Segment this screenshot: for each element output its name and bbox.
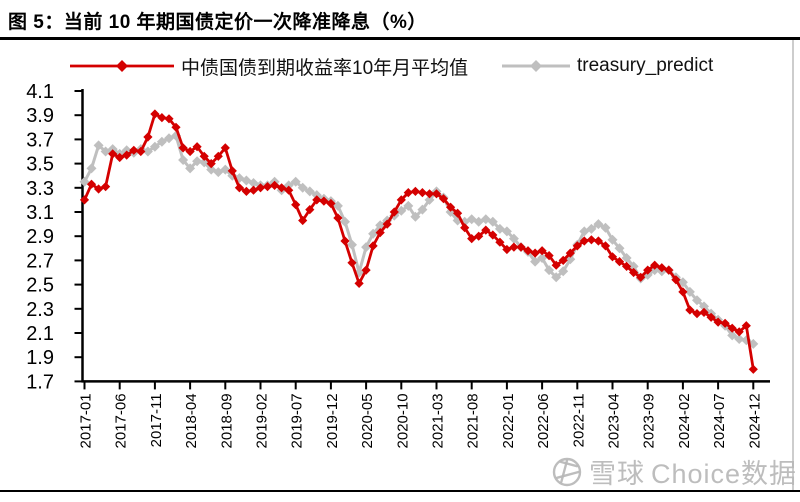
legend-item-bond-yield: 中债国债到期收益率10年月平均值 bbox=[70, 54, 469, 79]
series-bond-yield bbox=[79, 109, 758, 374]
axes bbox=[81, 89, 770, 383]
svg-text:2.1: 2.1 bbox=[26, 323, 54, 345]
svg-text:2024-12: 2024-12 bbox=[746, 393, 763, 448]
svg-text:1.7: 1.7 bbox=[26, 371, 54, 393]
svg-text:2.3: 2.3 bbox=[26, 299, 54, 321]
svg-text:2019-12: 2019-12 bbox=[324, 393, 341, 448]
svg-text:2017-11: 2017-11 bbox=[148, 393, 165, 447]
svg-text:2018-04: 2018-04 bbox=[183, 393, 200, 448]
svg-text:3.3: 3.3 bbox=[26, 178, 54, 200]
title-divider bbox=[0, 37, 800, 40]
svg-text:4.1: 4.1 bbox=[26, 81, 54, 103]
svg-text:2020-10: 2020-10 bbox=[394, 393, 411, 448]
legend-item-treasury-predict: treasury_predict bbox=[502, 54, 713, 78]
series-treasury-predict bbox=[79, 130, 759, 349]
legend-label-treasury-predict: treasury_predict bbox=[577, 55, 714, 76]
bottom-divider bbox=[0, 490, 800, 492]
svg-text:2022-11: 2022-11 bbox=[570, 393, 587, 447]
svg-text:2019-02: 2019-02 bbox=[254, 393, 271, 448]
gray-line-diamond-icon bbox=[502, 60, 570, 72]
svg-text:3.9: 3.9 bbox=[26, 105, 54, 127]
svg-text:2018-09: 2018-09 bbox=[218, 393, 235, 448]
svg-text:3.7: 3.7 bbox=[26, 129, 54, 151]
figure-title: 图 5：当前 10 年期国债定价一次降准降息（%） bbox=[8, 12, 427, 33]
red-line-diamond-icon bbox=[70, 60, 174, 72]
svg-text:2017-06: 2017-06 bbox=[113, 393, 130, 448]
svg-text:2022-06: 2022-06 bbox=[535, 393, 552, 448]
svg-text:3.1: 3.1 bbox=[26, 202, 54, 224]
svg-text:2021-03: 2021-03 bbox=[430, 393, 447, 448]
svg-text:2024-02: 2024-02 bbox=[676, 393, 693, 448]
svg-text:2023-09: 2023-09 bbox=[641, 393, 658, 448]
legend-label-bond-yield: 中债国债到期收益率10年月平均值 bbox=[181, 57, 469, 79]
svg-text:2017-01: 2017-01 bbox=[78, 393, 95, 448]
svg-text:2019-07: 2019-07 bbox=[289, 393, 306, 448]
y-axis-labels: 1.71.92.12.32.5 2.72.93.13.33.5 3.73.94.1 bbox=[26, 81, 83, 393]
svg-text:1.9: 1.9 bbox=[26, 347, 54, 369]
x-axis-labels: 2017-01 2017-06 2017-11 2018-04 2018-09 2019-… bbox=[78, 381, 763, 448]
line-chart: 1.71.92.12.32.5 2.72.93.13.33.5 3.73.94.1 2… bbox=[26, 81, 770, 448]
page-right-edge bbox=[792, 40, 794, 490]
svg-text:2.7: 2.7 bbox=[26, 250, 54, 272]
svg-text:2.5: 2.5 bbox=[26, 275, 54, 297]
svg-text:2024-07: 2024-07 bbox=[711, 393, 728, 448]
svg-text:2.9: 2.9 bbox=[26, 226, 54, 248]
svg-text:2022-01: 2022-01 bbox=[500, 393, 517, 448]
svg-text:2020-05: 2020-05 bbox=[359, 393, 376, 448]
svg-text:2023-04: 2023-04 bbox=[606, 393, 623, 448]
svg-text:2021-08: 2021-08 bbox=[465, 393, 482, 448]
svg-text:3.5: 3.5 bbox=[26, 154, 54, 176]
